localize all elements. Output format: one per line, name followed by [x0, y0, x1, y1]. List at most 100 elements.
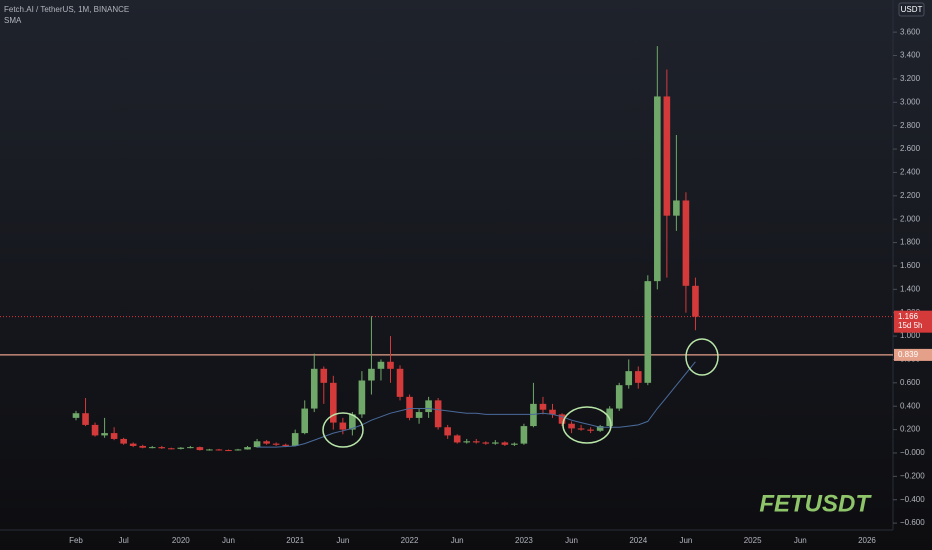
candle-body — [511, 443, 518, 445]
candle-body — [215, 449, 223, 451]
candle-body — [520, 426, 528, 444]
x-tick-label: 2020 — [172, 536, 190, 545]
candle-body — [654, 96, 661, 282]
candle-body — [692, 285, 699, 317]
level-tag — [894, 348, 932, 361]
annotation-ellipse — [322, 412, 364, 448]
candle-body — [339, 422, 347, 430]
x-tick-label: Jul — [119, 536, 129, 545]
candle-body — [310, 368, 318, 409]
candle-body — [539, 403, 547, 410]
candle-body — [72, 413, 80, 418]
candle-body — [139, 445, 147, 448]
y-tick-label: 2.600 — [900, 144, 921, 153]
candle-body — [396, 368, 404, 397]
x-tick-label: Jun — [222, 536, 235, 545]
candle-body — [282, 444, 289, 446]
candle-body — [358, 380, 366, 415]
candle-body — [596, 426, 604, 431]
y-tick-label: 1.000 — [900, 331, 921, 340]
candle-body — [644, 281, 652, 383]
candle-body — [206, 449, 213, 451]
currency: USDT — [901, 5, 923, 14]
candle-body — [587, 429, 594, 431]
y-tick-label: 0.200 — [900, 425, 921, 434]
candle-body — [129, 443, 137, 446]
candle-body — [158, 447, 166, 449]
candle-body — [368, 368, 375, 381]
x-tick-label: Jun — [679, 536, 692, 545]
candle-body — [472, 441, 480, 443]
x-tick-label: 2021 — [286, 536, 304, 545]
currency-box[interactable] — [898, 2, 925, 17]
candle-body — [625, 371, 633, 386]
candle-body — [148, 447, 156, 449]
candle-body — [673, 200, 680, 216]
x-tick-label: 2025 — [744, 536, 762, 545]
x-tick-label: Feb — [69, 536, 83, 545]
candle-body — [120, 438, 127, 444]
watermark: FETUSDT — [759, 490, 872, 517]
y-tick-label: 3.000 — [900, 97, 921, 106]
x-tick-label: 2022 — [401, 536, 419, 545]
candle-body — [234, 449, 242, 451]
price-tag-value: 1.166 — [898, 312, 919, 321]
y-tick-label: 2.000 — [900, 214, 921, 223]
candle-body — [634, 371, 642, 383]
candle-body — [568, 423, 575, 429]
x-tick-label: Jun — [451, 536, 464, 545]
y-tick-label: −0.000 — [900, 448, 925, 457]
candle-body — [177, 447, 185, 449]
candle-body — [463, 441, 471, 443]
candle-body — [606, 408, 613, 427]
candle-body — [530, 403, 537, 427]
candle-body — [492, 442, 499, 444]
candle-body — [682, 200, 690, 286]
x-tick-label: Jun — [336, 536, 349, 545]
x-tick-label: 2023 — [515, 536, 533, 545]
price-tag — [894, 310, 932, 333]
candle-body — [615, 385, 623, 409]
x-tick-label: 2026 — [858, 536, 876, 545]
candle-body — [453, 435, 461, 443]
candle-body — [168, 448, 175, 450]
candle-body — [330, 382, 337, 423]
candle-body — [406, 396, 413, 418]
candle-body — [320, 368, 328, 383]
candle-body — [272, 443, 280, 445]
y-tick-label: 0.400 — [900, 401, 921, 410]
candle-body — [82, 413, 89, 425]
candle-body — [263, 441, 270, 444]
candle-body — [387, 361, 394, 369]
x-tick-label: 2024 — [629, 536, 647, 545]
x-tick-label: Jun — [794, 536, 807, 545]
y-tick-label: −0.200 — [900, 471, 925, 480]
y-tick-label: −0.600 — [900, 518, 925, 527]
candle-body — [101, 433, 108, 436]
annotation-ellipse — [685, 338, 719, 376]
y-tick-label: 3.400 — [900, 51, 921, 60]
candle-body — [501, 442, 509, 445]
candle-body — [301, 408, 309, 434]
sma-line — [257, 361, 696, 448]
y-tick-label: 2.800 — [900, 121, 921, 130]
candle-body — [196, 447, 204, 451]
price-tag-countdown: 15d 5h — [898, 321, 922, 330]
legend-entry: SMA — [4, 16, 22, 25]
y-tick-label: 3.600 — [900, 27, 921, 36]
candle-body — [663, 96, 671, 216]
level-tag-value: 0.839 — [898, 350, 919, 359]
y-tick-label: 2.200 — [900, 191, 921, 200]
candle-body — [425, 400, 432, 413]
candle-body — [434, 400, 442, 428]
y-tick-label: 1.600 — [900, 261, 921, 270]
candle-body — [253, 441, 261, 448]
candle-body — [577, 428, 585, 430]
candle-body — [444, 427, 451, 436]
candle-body — [558, 414, 566, 424]
candle-body — [225, 450, 232, 452]
y-tick-label: 2.400 — [900, 168, 921, 177]
y-tick-label: 3.200 — [900, 74, 921, 83]
